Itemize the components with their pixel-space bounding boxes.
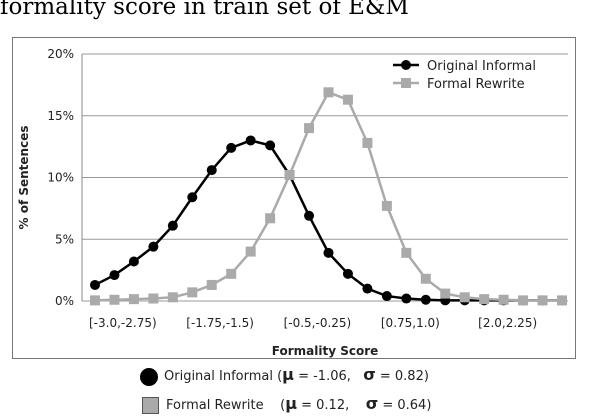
legend-marker [401, 78, 411, 88]
data-point [187, 192, 198, 203]
mu-symbol: μ [285, 394, 297, 413]
data-point [304, 210, 315, 221]
data-point [128, 256, 139, 267]
data-point [362, 137, 373, 148]
series-line [94, 90, 562, 302]
legend-marker [401, 60, 411, 70]
data-point [381, 291, 392, 302]
data-point [323, 247, 334, 258]
data-point [537, 295, 548, 306]
data-point [401, 247, 412, 258]
sigma-value: = 0.64) [378, 398, 432, 413]
data-point [226, 142, 237, 153]
x-tick-label: [2.0,2.25) [478, 316, 537, 330]
data-point [187, 287, 198, 298]
data-point [440, 288, 451, 299]
data-point [265, 213, 276, 224]
sigma-value: = 0.82) [375, 369, 429, 384]
data-point [206, 165, 217, 176]
series-line [94, 139, 562, 302]
stats-label: Formal Rewrite ( [166, 398, 286, 413]
figure-caption: formality score in train set of E&M [0, 0, 409, 20]
data-point [226, 268, 237, 279]
square-marker-icon [142, 397, 159, 414]
data-point [518, 295, 529, 306]
x-tick-label: [0.75,1.0) [381, 316, 440, 330]
data-point [342, 94, 353, 105]
data-point [265, 140, 276, 151]
y-tick-label: 5% [55, 232, 74, 246]
mu-value: = 0.12, [296, 398, 366, 413]
data-point [557, 295, 567, 306]
x-axis-title: Formality Score [272, 344, 379, 358]
y-tick-label: 20% [47, 47, 74, 61]
x-tick-label: [-0.5,-0.25) [284, 316, 352, 330]
data-point [128, 294, 139, 305]
y-tick-label: 15% [47, 109, 74, 123]
y-tick-label: 0% [55, 294, 74, 308]
mu-symbol: μ [282, 365, 294, 384]
data-point [498, 294, 509, 305]
data-point [420, 273, 431, 284]
data-point [167, 292, 178, 303]
data-point [304, 123, 315, 134]
legend-label: Formal Rewrite [427, 77, 525, 92]
data-point [109, 294, 120, 305]
stats-legend-formal: Formal Rewrite (μ = 0.12, σ = 0.64) [140, 394, 431, 414]
data-point [420, 294, 431, 305]
data-point [245, 135, 256, 146]
circle-marker-icon [140, 367, 158, 386]
data-point [479, 294, 490, 305]
data-point [206, 279, 217, 290]
data-point [323, 87, 334, 98]
chart-frame [12, 37, 576, 359]
y-tick-label: 10% [47, 171, 74, 185]
data-point [90, 279, 100, 290]
sigma-symbol: σ [365, 394, 379, 413]
data-point [401, 293, 412, 304]
y-axis-title: % of Sentences [17, 126, 31, 230]
stats-label: Original Informal ( [164, 369, 283, 384]
x-tick-label: [-3.0,-2.75) [89, 316, 157, 330]
data-point [109, 270, 120, 281]
mu-value: = -1.06, [293, 369, 364, 384]
data-point [167, 220, 178, 231]
data-point [148, 293, 159, 304]
data-point [362, 283, 373, 294]
data-point [148, 241, 159, 252]
stats-legend-informal: Original Informal (μ = -1.06, σ = 0.82) [140, 365, 429, 386]
data-point [381, 200, 392, 211]
data-point [284, 170, 295, 181]
data-point [245, 246, 256, 257]
data-point [90, 295, 100, 306]
legend-label: Original Informal [427, 59, 536, 74]
x-tick-label: [-1.75,-1.5) [186, 316, 254, 330]
sigma-symbol: σ [363, 365, 376, 384]
data-point [342, 268, 353, 279]
data-point [459, 292, 470, 303]
